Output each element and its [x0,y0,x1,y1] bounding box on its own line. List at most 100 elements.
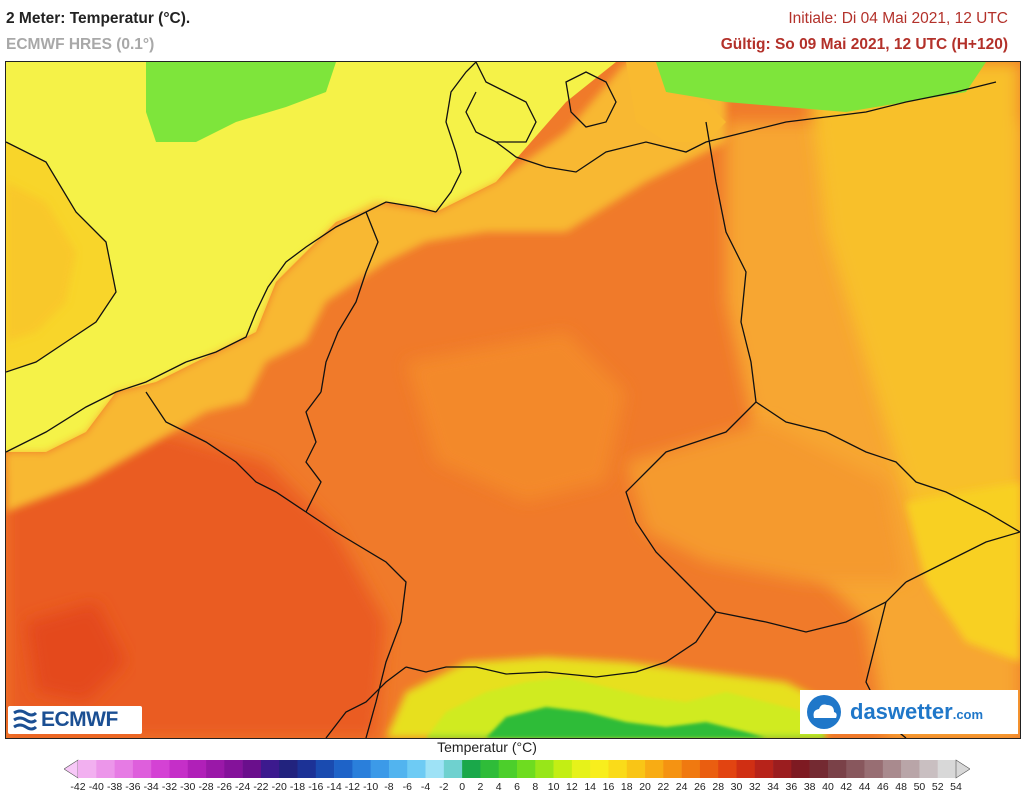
model-label: ECMWF HRES (0.1°) [6,36,155,53]
legend-color-cell [279,760,298,778]
ecmwf-logo: ECMWF [8,706,142,734]
legend-tick-label: 32 [748,781,761,793]
legend-tick-label: -28 [198,781,214,793]
legend-tick-label: -22 [253,781,269,793]
legend-tick-label: -6 [402,781,412,793]
legend-tick-label: 40 [822,781,834,793]
legend-color-cell [78,760,97,778]
alps-yellow [386,657,826,738]
legend-color-cell [754,760,774,778]
legend-color-cell [681,760,701,778]
legend-tick-label: -12 [344,781,360,793]
legend-tick-label: -38 [106,781,123,793]
legend-tick-label: 14 [584,781,596,793]
legend-tick-label: 0 [459,781,466,793]
legend-tick-label: -16 [308,781,324,793]
alps-core [486,707,766,738]
legend-title: Temperatur (°C) [437,739,537,755]
cloud-icon [807,695,841,729]
coastline-uk [6,141,117,373]
legend-tick-label: 4 [495,781,502,793]
legend-color-cell [517,760,536,778]
legend-tick-label: -10 [363,781,379,793]
temperature-map[interactable] [5,61,1021,739]
legend-tick-label: 52 [931,781,944,793]
border-ch [325,666,407,738]
legend-tick-label: 34 [767,781,779,793]
daswetter-logo[interactable]: daswetter.com [800,690,1018,734]
legend-labels: -42 -40 -38 -36 -34 -32 -30 -28 -26 -24 -22 -20 -18-… [0,781,1024,797]
border-nl-de [320,211,379,393]
legend-color-cell [718,760,737,778]
legend-color-cell [315,760,335,778]
legend-color-cell [901,760,920,778]
legend-color-cell [535,760,554,778]
legend-color-cell [645,760,664,778]
legend-color-cell [151,760,170,778]
legend-color-cell [407,760,426,778]
legend-tick-label: 2 [477,781,484,793]
ecmwf-icon [13,709,38,731]
legend-color-cell [882,760,902,778]
border-cz-at [715,581,907,633]
legend-color-cell [260,760,280,778]
legend-tick-label: -30 [180,781,196,793]
legend-color-cell [96,760,115,778]
legend-tick-label: 46 [876,781,889,793]
legend-color-cell [462,760,481,778]
legend-tick-label: 30 [730,781,743,793]
legend-color-cell [736,760,756,778]
legend-tick-label: -8 [384,781,394,793]
legend-tick-label: 38 [803,781,816,793]
legend-color-cell [553,760,573,778]
legend-tick-label: 16 [602,781,615,793]
legend-color-cell [937,760,957,778]
legend-tick-label: 20 [639,781,651,793]
legend-tick-label: 12 [566,781,578,793]
coastline-netherlands [185,201,437,363]
legend-tick-label: -4 [420,781,431,793]
legend-tick-label: 8 [532,781,539,793]
scandinavia-light [626,62,726,142]
legend-tick-label: 28 [712,781,725,793]
legend-tick-label: 18 [620,781,633,793]
legend-tick-label: 6 [514,781,520,793]
ecmwf-logo-text: ECMWF [41,708,118,731]
valid-time-label: Gültig: So 09 Mai 2021, 12 UTC (H+120) [720,36,1008,53]
legend-tick-label: -26 [216,781,232,793]
legend-color-cell [590,760,609,778]
legend-tick-label: 48 [895,781,907,793]
map-title: 2 Meter: Temperatur (°C). [6,10,191,27]
legend-color-cell [608,760,628,778]
legend-tick-label: -42 [70,781,86,793]
legend-arrow-high [955,759,970,779]
border-be-de [305,391,322,513]
legend-color-cell [791,760,810,778]
legend-color-cell [388,760,408,778]
border-de-cz [625,401,757,613]
legend-color-cell [114,760,134,778]
legend-tick-label: -2 [439,781,449,793]
legend-color-cell [242,760,262,778]
legend-color-cell [846,760,865,778]
temperature-legend [64,759,970,779]
legend-color-cell [919,760,939,778]
uk-inner [6,182,76,342]
legend-tick-label: -18 [289,781,306,793]
legend-color-cell [864,760,884,778]
legend-tick-label: 54 [950,781,962,793]
legend-color-cell [297,760,317,778]
daswetter-logo-text: daswetter.com [850,699,984,724]
legend-tick-label: -36 [125,781,141,793]
coastline-belgium-france [6,361,187,453]
border-sk [905,531,1020,583]
coastline-baltic [495,81,997,173]
legend-color-cell [809,760,829,778]
borders-layer [6,62,1020,738]
legend-color-cell [699,760,719,778]
legend-color-cell [773,760,792,778]
central-highlands [406,332,626,502]
legend-tick-label: 22 [657,781,670,793]
baltic-green [646,62,986,112]
legend-color-cell [425,760,445,778]
